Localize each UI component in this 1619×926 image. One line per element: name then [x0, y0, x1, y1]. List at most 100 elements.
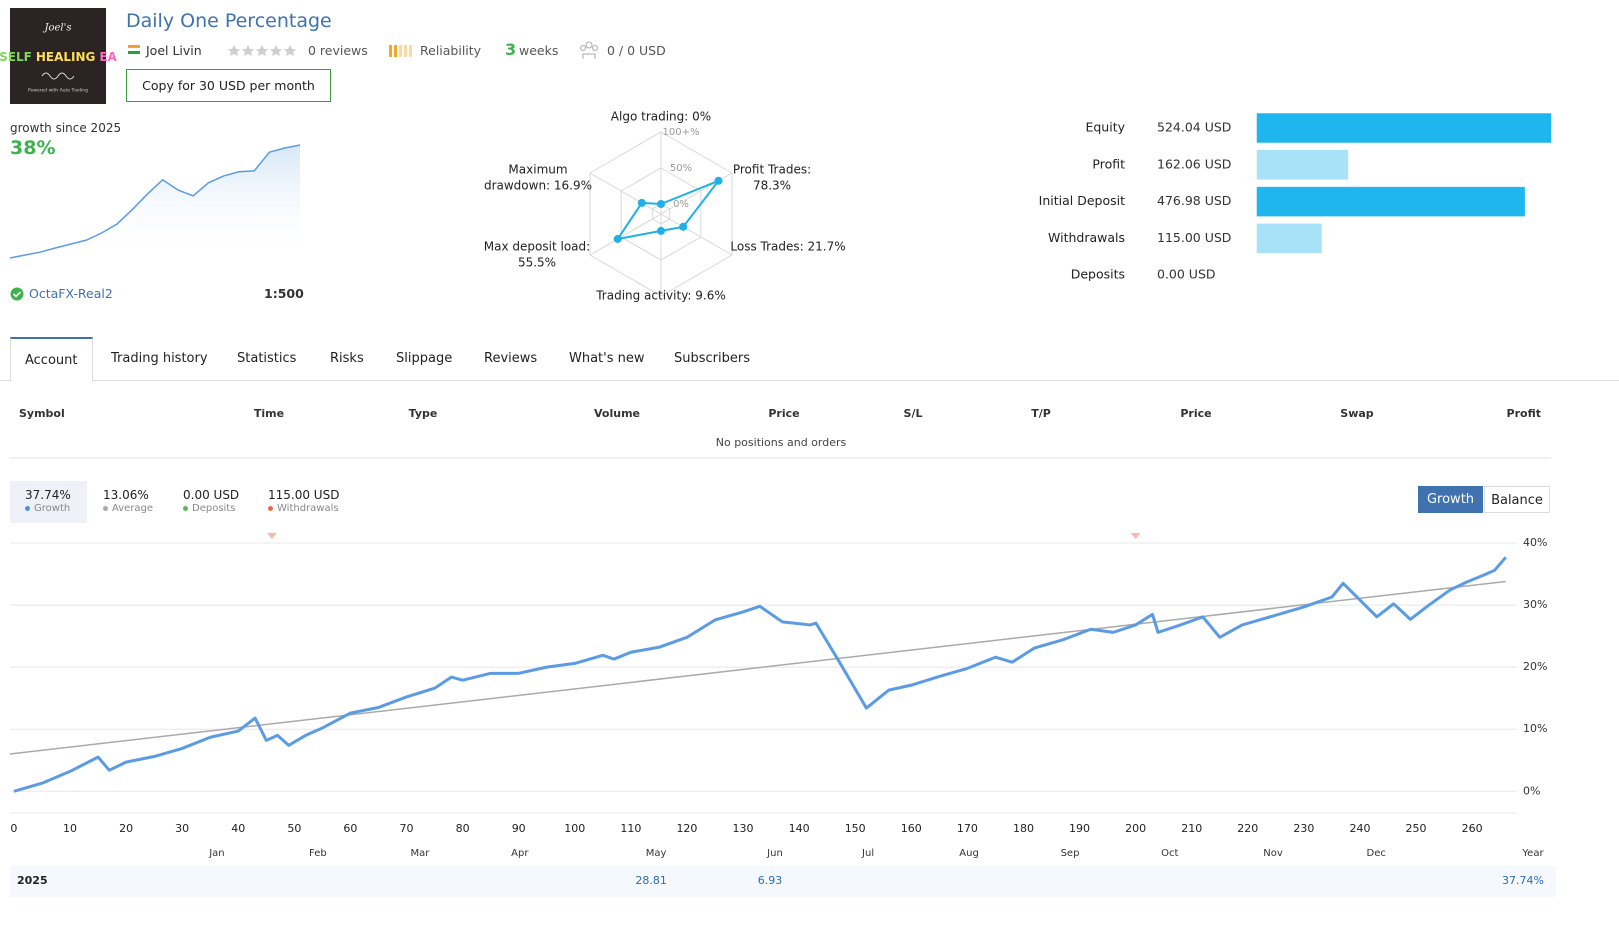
empty-message: No positions and orders	[715, 436, 847, 449]
chart-button[interactable]: Growth	[1418, 486, 1483, 513]
x-tick-label: 130	[733, 822, 754, 835]
summary-value: 13.06%	[103, 488, 149, 502]
tab[interactable]: Risks	[330, 351, 364, 366]
tab[interactable]: Account	[10, 337, 93, 382]
x-tick-label: 40	[231, 822, 245, 835]
x-tick-label: 180	[1013, 822, 1034, 835]
year-row-bg	[10, 866, 1556, 897]
radar-point	[657, 200, 665, 208]
summary-dot	[268, 506, 273, 511]
x-tick-label: 100	[564, 822, 585, 835]
column-header: Price	[768, 407, 800, 420]
tab[interactable]: Statistics	[237, 351, 297, 366]
x-tick-label: 10	[63, 822, 77, 835]
tab[interactable]: Subscribers	[674, 351, 750, 366]
radar-spoke	[589, 172, 662, 215]
reviews[interactable]: 0 reviews	[308, 43, 368, 58]
x-tick-label: 190	[1069, 822, 1090, 835]
logo-bg	[10, 8, 106, 104]
radar-point	[679, 222, 688, 231]
bar	[1256, 223, 1322, 254]
growth-line	[13, 556, 1507, 793]
radar-spoke	[589, 213, 662, 256]
year-label: Year	[1521, 848, 1544, 859]
summary-label: Withdrawals	[277, 503, 339, 514]
y-tick-label: 30%	[1523, 598, 1547, 611]
month-label: Jul	[861, 848, 874, 859]
summary-value: 115.00 USD	[268, 488, 340, 502]
reliability-icon	[389, 45, 412, 57]
radar-label: 78.3%	[753, 179, 791, 193]
logo-subtitle: Powered with Auto Trading	[28, 88, 88, 94]
subscribers-icon	[580, 41, 598, 59]
mini-line	[9, 144, 301, 259]
mini-area	[10, 145, 300, 258]
withdrawal-marker	[266, 533, 277, 539]
x-tick-label: 230	[1293, 822, 1314, 835]
column-header: T/P	[1031, 407, 1051, 420]
tab[interactable]: Trading history	[111, 351, 208, 366]
month-label: Mar	[411, 848, 431, 859]
bar-category: Profit	[1092, 156, 1125, 171]
chart-button[interactable]: Balance	[1484, 486, 1550, 513]
column-header: Type	[408, 407, 438, 420]
column-header: S/L	[903, 407, 923, 420]
radar-label: Maximum	[508, 163, 567, 177]
rating-stars	[228, 45, 296, 56]
tab-baseline	[0, 380, 1619, 381]
radar-label: Profit Trades:	[733, 163, 811, 177]
withdrawal-marker	[1130, 533, 1141, 539]
y-tick-label: 40%	[1523, 536, 1547, 549]
month-label: Aug	[959, 848, 979, 859]
x-tick-label: 240	[1349, 822, 1370, 835]
month-label: Nov	[1263, 848, 1283, 859]
x-tick-label: 60	[343, 822, 357, 835]
tab[interactable]: What's new	[569, 351, 645, 366]
summary-highlight	[10, 481, 87, 523]
x-tick-label: 90	[512, 822, 526, 835]
month-label: Dec	[1367, 848, 1386, 859]
y-tick-label: 0%	[1523, 784, 1540, 797]
title: Daily One Percentage	[126, 10, 332, 32]
radar-label: 55.5%	[518, 256, 556, 270]
tab[interactable]: Reviews	[484, 351, 538, 366]
weeks-unit: weeks	[519, 43, 559, 58]
bar-value-label: 476.98 USD	[1157, 193, 1231, 208]
x-tick-label: 110	[620, 822, 641, 835]
month-value: 6.93	[758, 874, 783, 887]
x-tick-label: 200	[1125, 822, 1146, 835]
x-tick-label: 260	[1462, 822, 1483, 835]
summary-value: 0.00 USD	[183, 488, 240, 502]
bar-category: Withdrawals	[1048, 230, 1125, 245]
column-header: Symbol	[19, 407, 65, 420]
summary-label: Average	[112, 503, 154, 514]
copy-button[interactable]: Copy for 30 USD per month	[126, 69, 331, 102]
logo-text: Joel's	[42, 23, 71, 34]
author[interactable]: Joel Livin	[146, 43, 202, 58]
x-tick-label: 120	[676, 822, 697, 835]
x-tick-label: 160	[901, 822, 922, 835]
weeks-number: 3	[505, 40, 517, 59]
x-tick-label: 20	[119, 822, 133, 835]
month-value: 28.81	[635, 874, 667, 887]
x-tick-label: 30	[175, 822, 189, 835]
subscribers: 0 / 0 USD	[607, 43, 666, 58]
month-label: Sep	[1061, 848, 1080, 859]
broker[interactable]: OctaFX-Real2	[29, 286, 113, 301]
x-tick-label: 210	[1181, 822, 1202, 835]
x-tick-label: 170	[957, 822, 978, 835]
bar	[1256, 186, 1525, 217]
tab[interactable]: Slippage	[396, 351, 453, 366]
radar-spoke	[660, 213, 733, 256]
radar-tick-label: 0%	[673, 199, 689, 210]
month-label: Jan	[208, 848, 224, 859]
year-total: 37.74%	[1502, 874, 1544, 887]
y-tick-label: 10%	[1523, 722, 1547, 735]
logo-word: EA	[99, 50, 117, 64]
logo-signature	[41, 72, 75, 80]
reliability: Reliability	[420, 43, 482, 58]
radar-tick-label: 50%	[670, 163, 692, 174]
logo-title: SELF HEALING EA	[0, 50, 118, 64]
month-label: Jun	[766, 848, 783, 859]
flag-icon	[127, 45, 141, 54]
